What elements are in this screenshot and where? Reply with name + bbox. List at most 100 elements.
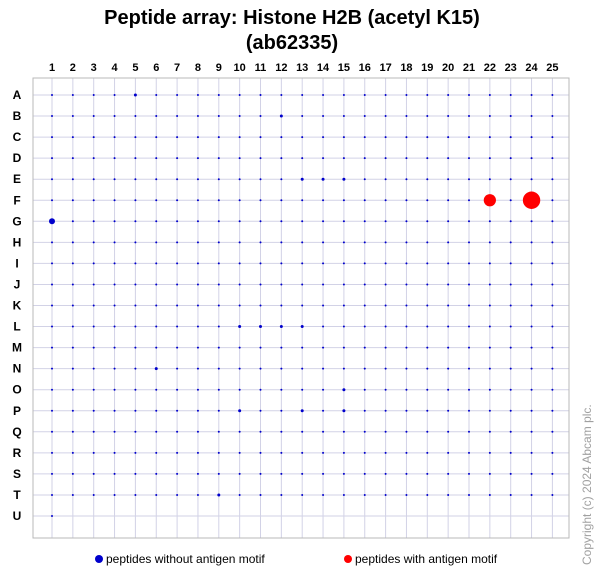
spot-B11 <box>259 115 262 118</box>
spot-N10 <box>238 367 241 370</box>
spot-R24 <box>530 451 533 454</box>
spot-A22 <box>488 94 491 96</box>
spot-P11 <box>259 409 262 412</box>
spot-L7 <box>176 325 179 328</box>
spot-M10 <box>238 346 241 349</box>
spot-T4 <box>113 493 116 496</box>
spot-A6 <box>155 94 158 96</box>
spot-C13 <box>301 136 304 139</box>
spot-A25 <box>551 94 554 96</box>
spot-A17 <box>384 94 387 96</box>
row-label-G: G <box>12 214 21 228</box>
row-label-O: O <box>12 383 21 397</box>
spot-L25 <box>551 325 554 328</box>
spot-I9 <box>217 262 220 265</box>
spot-A19 <box>426 94 429 96</box>
column-label-22: 22 <box>484 62 496 74</box>
spot-M20 <box>447 346 450 349</box>
spot-P10 <box>238 409 242 413</box>
spot-N9 <box>217 367 220 370</box>
spot-A23 <box>509 94 512 96</box>
spot-P16 <box>363 409 366 412</box>
spot-T14 <box>322 493 325 496</box>
spot-R13 <box>301 451 304 454</box>
spot-O18 <box>405 388 408 391</box>
spot-L6 <box>155 325 158 328</box>
spot-Q17 <box>384 430 387 433</box>
spot-D22 <box>488 157 491 160</box>
spot-S8 <box>196 472 199 475</box>
spot-Q19 <box>426 430 429 433</box>
spot-G6 <box>155 220 158 223</box>
spot-M8 <box>196 346 199 349</box>
spot-M19 <box>426 346 429 349</box>
row-label-T: T <box>13 488 21 502</box>
row-label-I: I <box>15 256 18 270</box>
spot-J19 <box>426 283 429 286</box>
spot-C3 <box>92 136 95 139</box>
spot-N22 <box>488 367 491 370</box>
spot-J4 <box>113 283 116 286</box>
spot-D16 <box>363 157 366 160</box>
row-label-M: M <box>12 341 22 355</box>
spot-R23 <box>509 451 512 454</box>
spot-D12 <box>280 157 283 160</box>
spot-D7 <box>176 157 179 160</box>
spot-Q21 <box>468 430 470 433</box>
spot-P5 <box>134 409 137 412</box>
spot-T7 <box>176 493 179 496</box>
spot-S9 <box>217 472 220 475</box>
column-label-13: 13 <box>296 62 308 74</box>
spot-Q15 <box>342 430 345 433</box>
column-label-11: 11 <box>255 62 267 74</box>
spot-P20 <box>447 409 450 412</box>
spot-K5 <box>134 304 137 307</box>
spot-L17 <box>384 325 387 328</box>
spot-K6 <box>155 304 158 307</box>
spot-R3 <box>92 451 95 454</box>
spot-Q18 <box>405 430 408 433</box>
spot-I19 <box>426 262 429 265</box>
chart-title-line2: (ab62335) <box>246 32 338 54</box>
spot-O12 <box>280 388 283 391</box>
spot-M2 <box>71 346 74 349</box>
spot-H2 <box>71 241 74 244</box>
spot-J15 <box>342 283 345 286</box>
column-label-9: 9 <box>216 62 222 74</box>
spot-B6 <box>155 115 158 118</box>
spot-K17 <box>384 304 387 307</box>
spot-J24 <box>530 283 533 286</box>
spot-R19 <box>426 451 429 454</box>
spot-H21 <box>468 241 470 244</box>
spot-R25 <box>551 451 554 454</box>
legend-marker-with-motif <box>344 555 352 563</box>
spot-P21 <box>468 409 470 412</box>
spot-O4 <box>113 388 116 391</box>
spot-C9 <box>217 136 220 139</box>
spot-Q1 <box>51 430 53 433</box>
spot-J2 <box>71 283 74 286</box>
spot-G10 <box>238 220 241 223</box>
spot-O19 <box>426 388 429 391</box>
spot-M24 <box>530 346 533 349</box>
spot-D19 <box>426 157 429 160</box>
spot-G19 <box>426 220 429 223</box>
row-label-S: S <box>13 467 21 481</box>
spot-Q22 <box>488 430 491 433</box>
spot-A7 <box>176 94 179 96</box>
spot-R2 <box>71 451 74 454</box>
spot-M7 <box>176 346 179 349</box>
spot-B23 <box>509 115 512 118</box>
spot-R6 <box>155 451 158 454</box>
spot-N13 <box>301 367 304 370</box>
spot-H11 <box>259 241 262 244</box>
spot-E17 <box>384 178 387 181</box>
spot-F21 <box>468 199 470 202</box>
spot-I8 <box>196 262 199 265</box>
spot-A4 <box>113 94 116 96</box>
spot-C16 <box>363 136 366 139</box>
spot-D20 <box>447 157 450 160</box>
spot-O13 <box>301 388 304 391</box>
